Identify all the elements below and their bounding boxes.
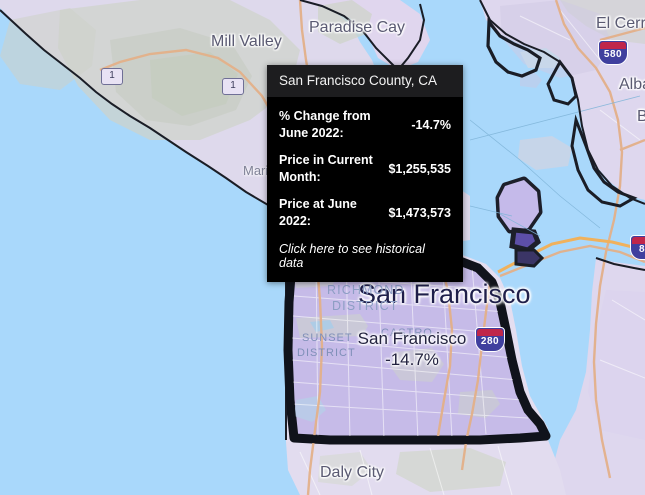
east-bay-shore-detail [486,17,542,78]
tooltip-row-value: $1,255,535 [388,161,451,176]
route-shield-state-1[interactable]: 1 [222,78,244,95]
tooltip-row: % Change from June 2022: -14.7% [279,103,451,147]
tooltip-row-value: $1,473,573 [388,205,451,220]
sf-park-twin-peaks [390,348,444,382]
daly-city-green-2 [318,452,372,486]
shield-number: 280 [480,336,500,347]
route-shield-interstate-80[interactable]: 80 [630,235,645,260]
tiburon-peninsula [300,0,430,70]
route-shield-interstate-580[interactable]: 580 [598,40,628,65]
tooltip-row-key: Price at June 2022: [279,197,357,228]
tooltip-row: Price in Current Month: $1,255,535 [279,147,451,191]
shield-banner-icon [476,328,504,336]
tooltip-title: San Francisco County, CA [267,65,463,97]
treasure-island-outline [514,248,545,268]
tooltip-row-key: % Change from June 2022: [279,109,371,140]
tooltip-row-key: Price in Current Month: [279,153,373,184]
tooltip-row: Price at June 2022: $1,473,573 [279,191,451,235]
shield-banner-icon [599,41,627,49]
shield-number: 80 [638,244,645,255]
tooltip-row-value: -14.7% [411,117,451,132]
east-bay-shore-lower [570,114,638,208]
tooltip-historical-data-link[interactable]: Click here to see historical data [279,242,425,270]
alcatraz-island [509,227,542,253]
tooltip-body: % Change from June 2022: -14.7% Price in… [267,97,463,282]
east-bay-south-fill [588,290,645,440]
route-shield-state-1[interactable]: 1 [101,68,123,85]
route-shield-interstate-280[interactable]: 280 [475,327,505,352]
daly-city-green-1 [396,448,506,492]
bay-farm-islet [518,136,572,170]
angel-island-fill [499,180,539,230]
marin-hills-3 [0,8,96,90]
shield-banner-icon [631,236,645,244]
county-info-tooltip[interactable]: San Francisco County, CA % Change from J… [267,65,463,282]
marin-park-green [150,52,238,116]
shield-number: 580 [603,49,623,60]
ferry-route-line [469,95,641,237]
east-bay-marina [546,59,578,106]
